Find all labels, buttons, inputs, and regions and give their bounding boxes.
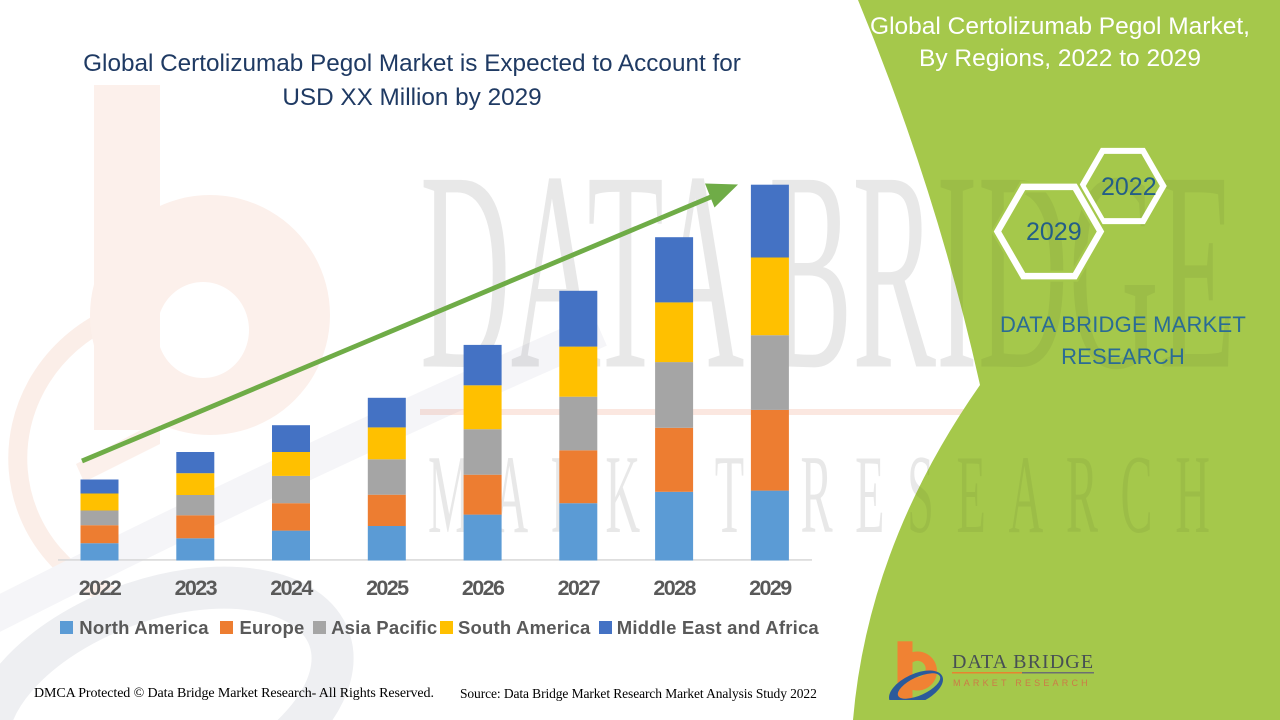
svg-text:DATA BRIDGE: DATA BRIDGE	[952, 651, 1094, 673]
svg-text:DATA BRIDGE: DATA BRIDGE	[420, 113, 1235, 429]
svg-text:MARKET RESEARCH: MARKET RESEARCH	[428, 432, 1233, 557]
svg-text:MARKET RESEARCH: MARKET RESEARCH	[953, 678, 1091, 688]
